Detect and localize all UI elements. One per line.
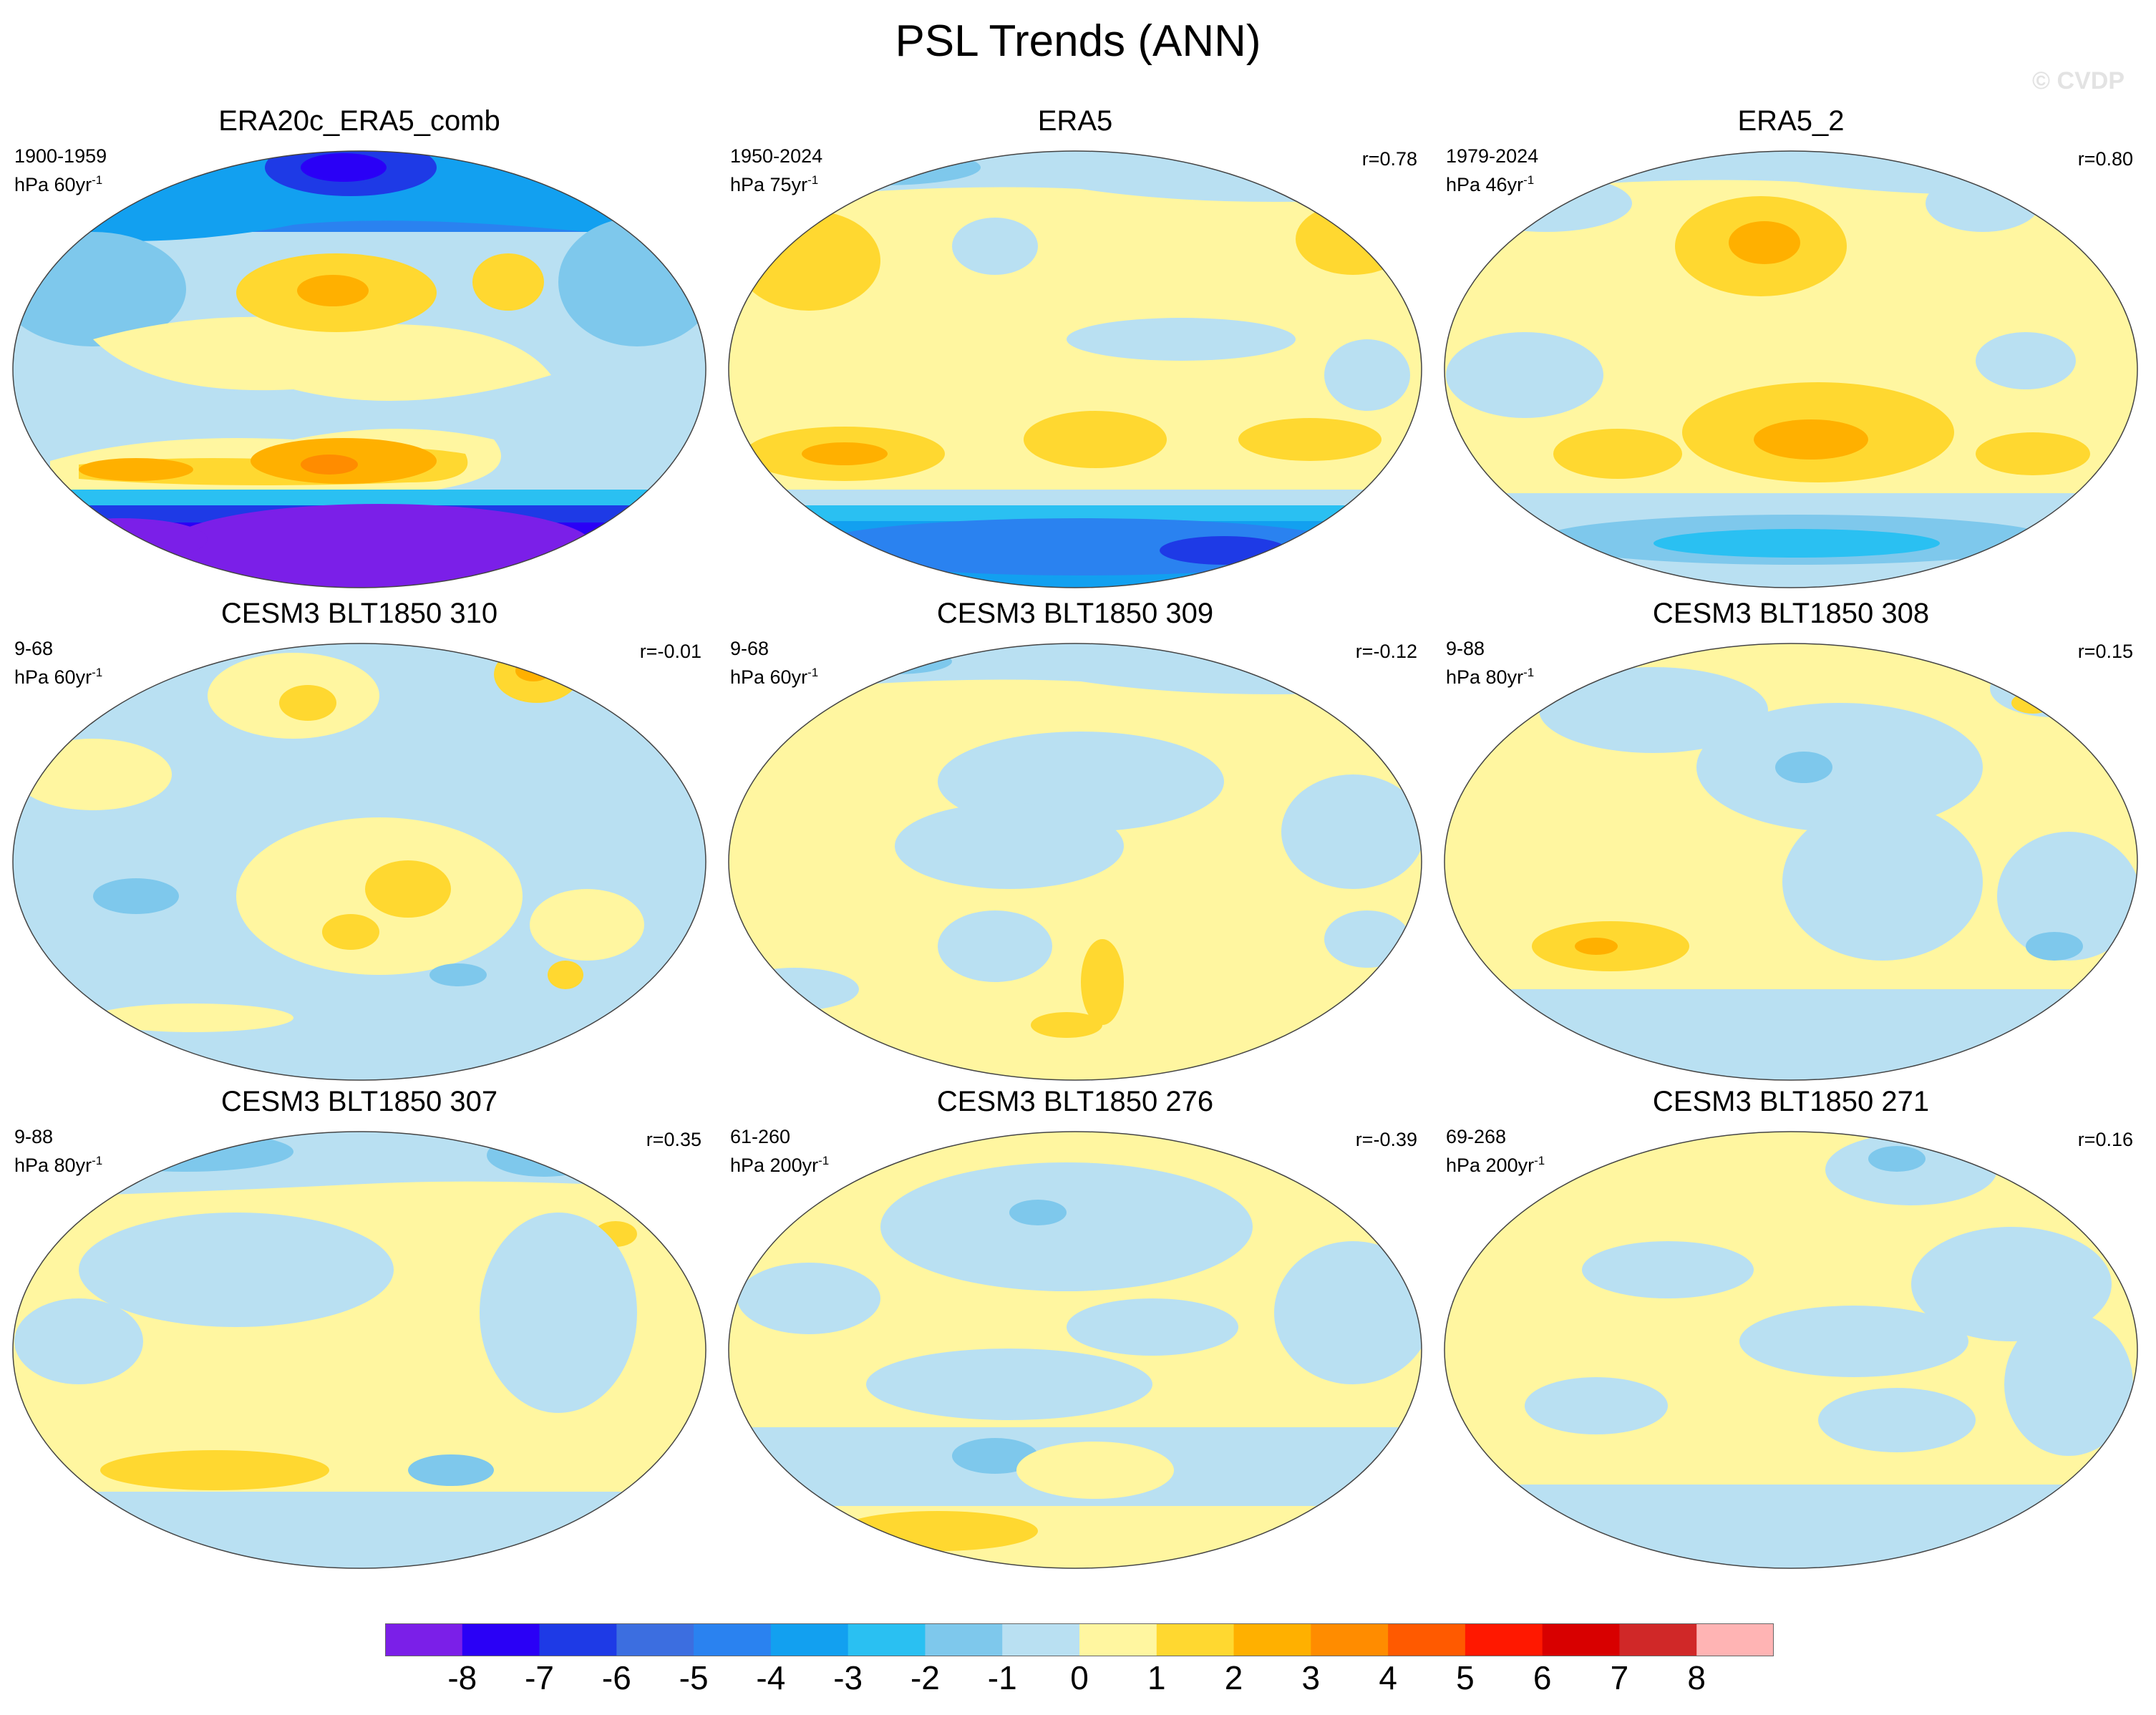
panel-era5: ERA5 1950-2024 hPa 75yr-1 r=0.78 bbox=[723, 103, 1427, 597]
panel-units: hPa 60yr-1 bbox=[14, 173, 103, 195]
colorbar-tick-label: -8 bbox=[447, 1659, 477, 1696]
panel-units: hPa 80yr-1 bbox=[1446, 666, 1535, 688]
panel-title: CESM3 BLT1850 276 bbox=[936, 1086, 1214, 1117]
panel-units: hPa 200yr-1 bbox=[730, 1154, 830, 1176]
colorbar-swatch bbox=[539, 1623, 617, 1656]
colorbar-tick-label: 5 bbox=[1456, 1659, 1475, 1696]
colorbar-swatch bbox=[770, 1623, 849, 1656]
colorbar-tick-label: 4 bbox=[1379, 1659, 1397, 1696]
map-m276 bbox=[728, 1131, 1422, 1569]
colorbar-tick-label: -1 bbox=[987, 1659, 1017, 1696]
panel-period: 1979-2024 bbox=[1446, 145, 1539, 167]
colorbar-tick-label: 1 bbox=[1147, 1659, 1166, 1696]
map-m309 bbox=[728, 643, 1422, 1081]
panel-units: hPa 75yr-1 bbox=[730, 173, 819, 195]
colorbar-labels: -8 -7 -6 -5 -4 -3 -2 -1 0 1 2 3 4 5 6 7 8 bbox=[385, 1658, 1774, 1701]
panel-title: CESM3 BLT1850 308 bbox=[1652, 598, 1930, 629]
colorbar-swatch bbox=[925, 1623, 1003, 1656]
panel-correlation: r=-0.39 bbox=[1355, 1129, 1417, 1150]
map-m310 bbox=[12, 643, 706, 1081]
panel-era20c: ERA20c_ERA5_comb 1900-1959 hPa 60yr-1 bbox=[7, 103, 712, 597]
panel-m307: CESM3 BLT1850 307 9-88 hPa 80yr-1 r=0.35 bbox=[7, 1084, 712, 1578]
panel-title: ERA5_2 bbox=[1737, 105, 1845, 137]
colorbar-swatch bbox=[848, 1623, 926, 1656]
colorbar-swatch bbox=[1542, 1623, 1620, 1656]
panel-period: 9-88 bbox=[1446, 638, 1485, 659]
panel-m271: CESM3 BLT1850 271 69-268 hPa 200yr-1 r=0… bbox=[1439, 1084, 2143, 1578]
colorbar-swatch bbox=[1233, 1623, 1311, 1656]
colorbar-swatch bbox=[1696, 1623, 1774, 1656]
colorbar-tick-label: 6 bbox=[1533, 1659, 1552, 1696]
panel-correlation: r=0.35 bbox=[646, 1129, 701, 1150]
panel-title: CESM3 BLT1850 309 bbox=[936, 598, 1214, 629]
colorbar-tick-label: -3 bbox=[833, 1659, 863, 1696]
colorbar-tick-label: -5 bbox=[679, 1659, 709, 1696]
panel-m308: CESM3 BLT1850 308 9-88 hPa 80yr-1 r=0.15 bbox=[1439, 596, 2143, 1089]
colorbar-swatch bbox=[385, 1623, 463, 1656]
panel-units: hPa 60yr-1 bbox=[730, 666, 819, 688]
panel-m276: CESM3 BLT1850 276 61-260 hPa 200yr-1 r=-… bbox=[723, 1084, 1427, 1578]
figure-title: PSL Trends (ANN) bbox=[895, 16, 1261, 66]
watermark: © CVDP bbox=[2032, 67, 2125, 94]
colorbar-frame bbox=[385, 1623, 1774, 1656]
map-era5 bbox=[728, 150, 1422, 588]
colorbar-swatch bbox=[694, 1623, 772, 1656]
colorbar-tick-label: -4 bbox=[756, 1659, 786, 1696]
panel-era5-2: ERA5_2 1979-2024 hPa 46yr-1 r=0.80 bbox=[1439, 103, 2143, 597]
colorbar bbox=[385, 1623, 1774, 1656]
colorbar-tick-label: -6 bbox=[601, 1659, 631, 1696]
colorbar-swatch bbox=[1156, 1623, 1235, 1656]
colorbar-swatch bbox=[1079, 1623, 1157, 1656]
panel-units: hPa 46yr-1 bbox=[1446, 173, 1535, 195]
map-era5-2 bbox=[1444, 150, 2138, 588]
colorbar-swatch bbox=[1388, 1623, 1466, 1656]
panel-m310: CESM3 BLT1850 310 9-68 hPa 60yr-1 r=-0.0… bbox=[7, 596, 712, 1089]
colorbar-tick-label: 2 bbox=[1224, 1659, 1243, 1696]
map-era20c bbox=[12, 150, 706, 588]
panel-correlation: r=-0.12 bbox=[1355, 641, 1417, 662]
panel-period: 9-68 bbox=[14, 638, 54, 659]
colorbar-swatch bbox=[462, 1623, 540, 1656]
colorbar-swatch bbox=[1002, 1623, 1080, 1656]
colorbar-swatch bbox=[1465, 1623, 1543, 1656]
panel-period: 69-268 bbox=[1446, 1126, 1507, 1147]
panel-title: CESM3 BLT1850 271 bbox=[1652, 1086, 1930, 1117]
colorbar-swatch bbox=[1311, 1623, 1389, 1656]
colorbar-tick-label: -7 bbox=[525, 1659, 554, 1696]
panel-title: ERA5 bbox=[1037, 105, 1113, 137]
colorbar-tick-label: 3 bbox=[1301, 1659, 1321, 1696]
colorbar-tick-label: 0 bbox=[1070, 1659, 1089, 1696]
colorbar-swatch bbox=[616, 1623, 694, 1656]
panel-m309: CESM3 BLT1850 309 9-68 hPa 60yr-1 r=-0.1… bbox=[723, 596, 1427, 1089]
map-m308 bbox=[1444, 643, 2138, 1081]
panel-units: hPa 60yr-1 bbox=[14, 666, 103, 688]
panel-title: CESM3 BLT1850 310 bbox=[220, 598, 498, 629]
panel-correlation: r=0.78 bbox=[1361, 148, 1417, 170]
panel-correlation: r=0.15 bbox=[2077, 641, 2133, 662]
colorbar-tick-label: 7 bbox=[1610, 1659, 1629, 1696]
panel-period: 1950-2024 bbox=[730, 145, 823, 167]
panel-title: ERA20c_ERA5_comb bbox=[218, 105, 500, 137]
panel-period: 9-88 bbox=[14, 1126, 54, 1147]
panel-period: 9-68 bbox=[730, 638, 769, 659]
panel-correlation: r=0.80 bbox=[2077, 148, 2133, 170]
map-m271 bbox=[1444, 1131, 2138, 1569]
panel-units: hPa 200yr-1 bbox=[1446, 1154, 1545, 1176]
colorbar-tick-label: -2 bbox=[910, 1659, 940, 1696]
panel-period: 61-260 bbox=[730, 1126, 791, 1147]
colorbar-tick-label: 8 bbox=[1687, 1659, 1706, 1696]
panel-period: 1900-1959 bbox=[14, 145, 107, 167]
map-m307 bbox=[12, 1131, 706, 1569]
panel-units: hPa 80yr-1 bbox=[14, 1154, 103, 1176]
colorbar-swatch bbox=[1619, 1623, 1697, 1656]
panel-title: CESM3 BLT1850 307 bbox=[220, 1086, 498, 1117]
panel-correlation: r=-0.01 bbox=[639, 641, 701, 662]
panel-correlation: r=0.16 bbox=[2077, 1129, 2133, 1150]
